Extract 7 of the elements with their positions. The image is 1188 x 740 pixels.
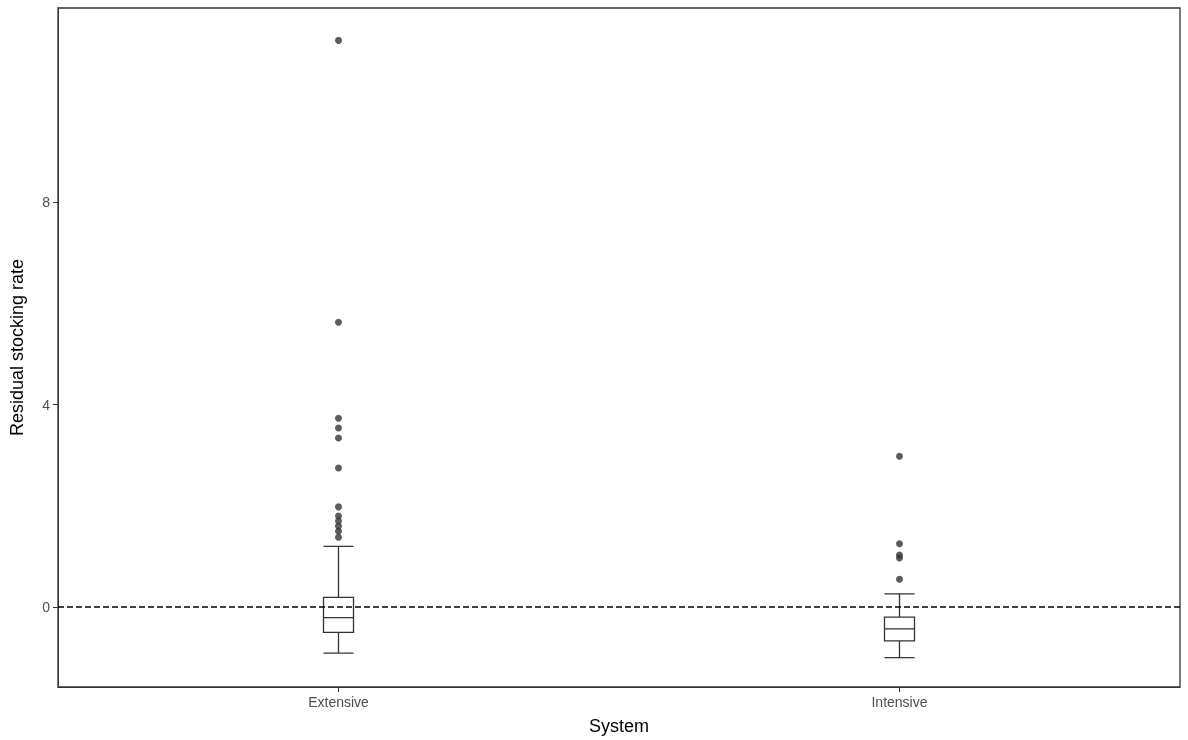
y-tick-label: 8 (42, 194, 51, 211)
x-tick-label: Intensive (871, 694, 928, 710)
y-axis-title: Residual stocking rate (7, 258, 27, 437)
x-axis-title: System (588, 716, 650, 736)
y-tick-label: 4 (42, 396, 51, 413)
y-tick-label: 0 (42, 599, 51, 616)
x-tick-label: Extensive (308, 694, 370, 710)
